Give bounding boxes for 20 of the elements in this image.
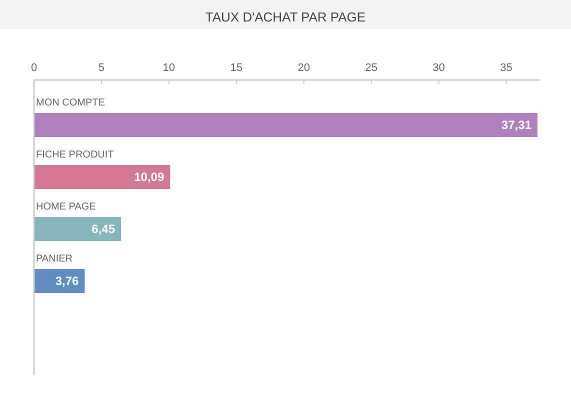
y-tick-label: FICHE PRODUIT xyxy=(36,150,114,160)
x-tick-label: 35 xyxy=(500,62,512,74)
chart-title: TAUX D'ACHAT PAR PAGE xyxy=(205,10,366,25)
y-tick-label: HOME PAGE xyxy=(36,202,96,212)
x-tick-label: 15 xyxy=(230,62,243,74)
x-tick-label: 5 xyxy=(98,62,105,74)
y-tick-label: PANIER xyxy=(36,254,72,264)
bar xyxy=(34,165,170,189)
x-tick-label: 25 xyxy=(365,62,378,74)
data-label: 10,09 xyxy=(134,170,164,184)
data-label: 3,76 xyxy=(55,274,80,288)
data-label: 6,45 xyxy=(92,222,116,236)
x-tick-label: 0 xyxy=(30,62,38,74)
x-tick-label: 20 xyxy=(298,62,310,74)
bar xyxy=(34,113,538,137)
x-tick-label: 10 xyxy=(162,62,176,74)
data-label: 37,31 xyxy=(501,118,532,132)
bar xyxy=(34,217,122,241)
y-tick-label: MON COMPTE xyxy=(36,98,106,108)
x-tick-label: 30 xyxy=(432,62,445,74)
